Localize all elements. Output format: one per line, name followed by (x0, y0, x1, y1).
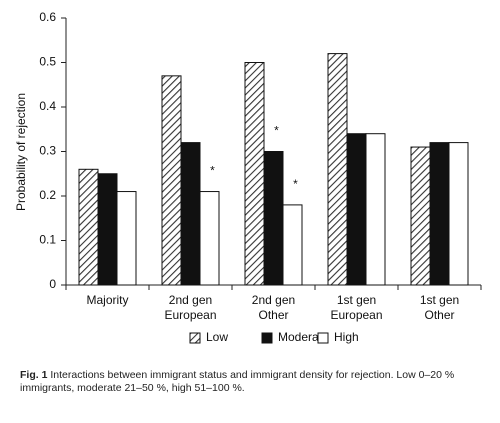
caption-text: Interactions between immigrant status an… (20, 369, 455, 394)
bar (365, 133, 386, 286)
legend-label: Low (206, 330, 228, 344)
caption: Fig. 1 Interactions between immigrant st… (20, 369, 490, 395)
legend-label: Moderate (278, 330, 329, 344)
x-tick-label: 2nd gen (252, 293, 295, 307)
x-tick-label: European (164, 308, 216, 322)
legend-swatch (317, 332, 329, 344)
caption-label: Fig. 1 (20, 369, 48, 381)
x-tick-label: Other (424, 308, 454, 322)
x-tick-label: Other (258, 308, 288, 322)
annotation: * (210, 164, 215, 178)
bar (327, 53, 348, 286)
bar (410, 146, 431, 286)
bar (116, 191, 137, 286)
y-tick-label: 0.3 (39, 144, 56, 158)
y-axis-label: Probability of rejection (14, 93, 28, 211)
x-tick-label: European (330, 308, 382, 322)
y-tick-label: 0.1 (39, 233, 56, 247)
bar (78, 168, 99, 286)
bar (346, 133, 367, 286)
bar (448, 142, 469, 286)
bar (97, 173, 118, 286)
y-tick-label: 0.6 (39, 10, 56, 24)
bar (263, 151, 284, 286)
annotation: * (293, 177, 298, 191)
legend-swatch (261, 332, 273, 344)
y-tick-label: 0.2 (39, 188, 56, 202)
x-tick-label: 2nd gen (169, 293, 212, 307)
bar (180, 142, 201, 286)
x-tick-label: 1st gen (337, 293, 376, 307)
annotation: * (274, 124, 279, 138)
bar (244, 62, 265, 286)
y-tick-label: 0.5 (39, 55, 56, 69)
bar (199, 191, 220, 286)
x-tick-label: 1st gen (420, 293, 459, 307)
legend-label: High (334, 330, 359, 344)
bar (282, 204, 303, 286)
legend-swatch (189, 332, 201, 344)
y-tick-label: 0.4 (39, 99, 56, 113)
chart: Probability of rejection 0 0.1 0.2 0.3 0.4 0.… (14, 10, 482, 344)
bar (429, 142, 450, 286)
y-tick-label: 0 (49, 277, 56, 291)
x-tick-label: Majority (86, 293, 128, 307)
bar (161, 75, 182, 286)
